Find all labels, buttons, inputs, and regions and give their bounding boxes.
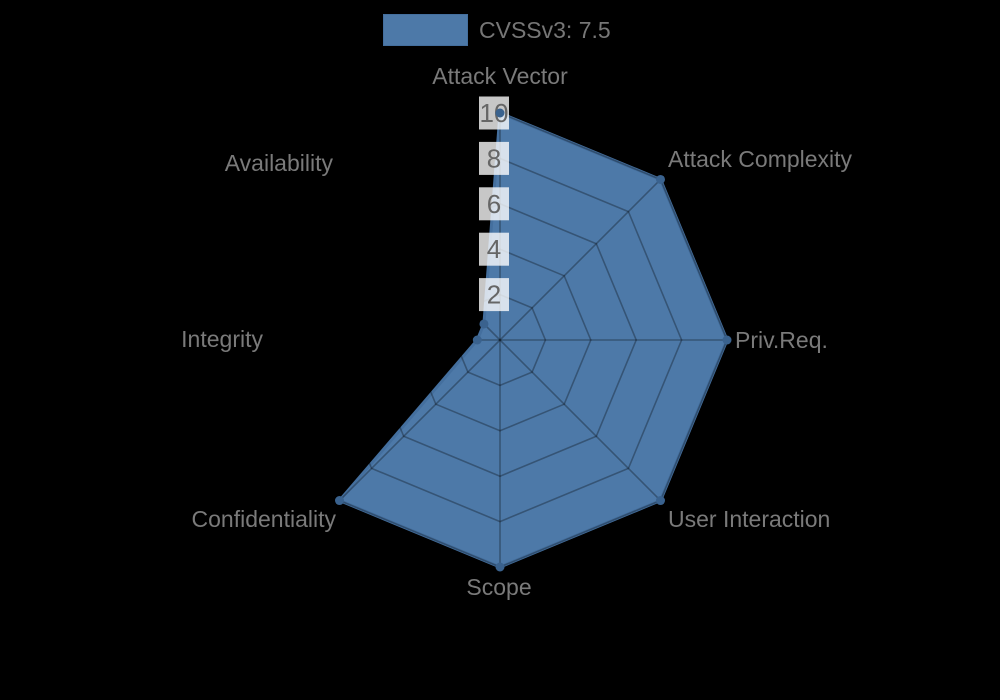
radial-tick-backdrop	[479, 141, 509, 175]
legend-swatch	[383, 14, 468, 46]
radar-point[interactable]	[656, 496, 666, 506]
axis-label-scope: Scope	[466, 574, 531, 600]
radial-tick-backdrop	[479, 187, 509, 221]
radar-grid-ring	[317, 157, 683, 523]
radar-grid-spoke	[499, 339, 662, 502]
radial-tick-label: 8	[487, 143, 501, 173]
radial-tick-label: 6	[487, 189, 501, 219]
radial-tick-backdrop	[479, 232, 509, 266]
radar-grid-spoke	[338, 178, 501, 341]
radar-point[interactable]	[495, 108, 505, 118]
axis-label-priv-req: Priv.Req.	[735, 327, 828, 353]
radar-point[interactable]	[656, 174, 666, 184]
radial-tick-backdrop	[479, 278, 509, 312]
radial-tick-label: 2	[487, 280, 501, 310]
axis-label-availability: Availability	[225, 150, 334, 176]
legend-label: CVSSv3: 7.5	[479, 17, 611, 43]
radial-tick-label: 4	[487, 234, 501, 264]
radar-point[interactable]	[472, 335, 482, 345]
radar-grid-ring	[453, 293, 547, 387]
axis-label-integrity: Integrity	[181, 326, 263, 352]
axis-label-user-interaction: User Interaction	[668, 506, 830, 532]
radar-grid-spoke	[338, 339, 501, 502]
radar-grid-spoke	[499, 178, 662, 341]
chart-legend[interactable]: CVSSv3: 7.5	[383, 14, 611, 46]
axis-label-attack-vector: Attack Vector	[432, 63, 568, 89]
axis-label-attack-complexity: Attack Complexity	[668, 146, 853, 172]
radar-point[interactable]	[479, 319, 489, 329]
radar-point[interactable]	[495, 562, 505, 572]
radar-point[interactable]	[334, 496, 344, 506]
radar-grid-ring	[408, 248, 592, 432]
radar-grid-ring	[362, 202, 638, 478]
radar-point[interactable]	[722, 335, 732, 345]
axis-label-confidentiality: Confidentiality	[192, 506, 337, 532]
